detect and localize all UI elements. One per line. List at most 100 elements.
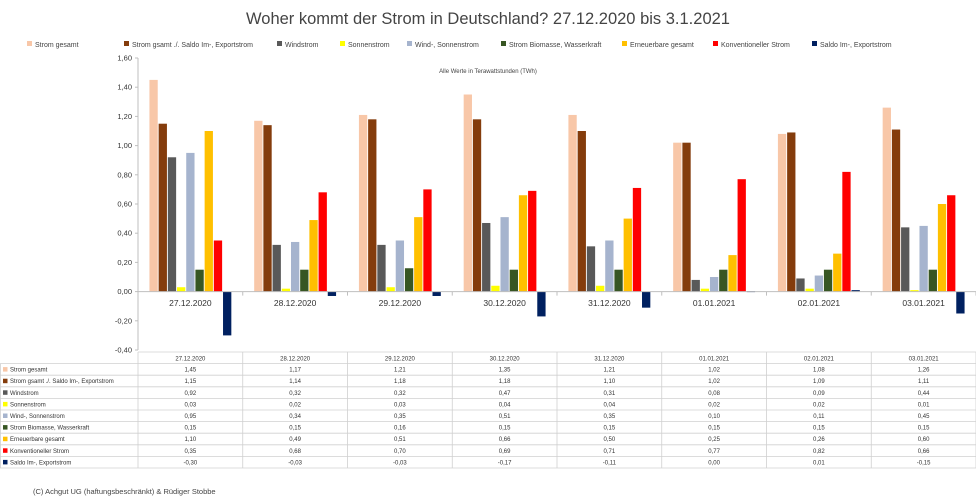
table-value-cell: 1,02 <box>708 379 720 385</box>
table-value-cell: 0,03 <box>394 402 406 408</box>
y-tick-label: 0,00 <box>117 287 132 296</box>
chart-annotation: Alle Werte in Terawattstunden (TWh) <box>439 69 537 75</box>
table-value-cell: 0,71 <box>604 449 616 455</box>
table-value-cell: 1,17 <box>289 368 301 374</box>
table-value-cell: 0,82 <box>813 449 825 455</box>
bar <box>891 129 901 292</box>
bar <box>537 291 546 317</box>
y-tick-label: 0,80 <box>117 170 132 179</box>
table-header-cell: 30.12.2020 <box>490 357 521 363</box>
y-tick-label: 1,00 <box>117 141 132 150</box>
table-value-cell: 1,35 <box>499 368 511 374</box>
bar <box>281 288 291 292</box>
table-value-cell: 0,15 <box>185 426 197 432</box>
legend-label: Strom gesamt <box>35 42 79 49</box>
table-series-label: Saldo Im-, Exportstrom <box>10 460 71 466</box>
bar <box>368 119 377 292</box>
bar <box>300 269 309 292</box>
table-value-cell: 1,02 <box>708 368 720 374</box>
table-value-cell: 0,10 <box>708 414 720 420</box>
bar <box>919 225 928 292</box>
bar <box>910 290 919 292</box>
bar <box>737 179 746 292</box>
table-value-cell: -0,03 <box>393 460 407 466</box>
bar <box>149 79 158 292</box>
bar <box>386 287 395 292</box>
table-value-cell: 0,02 <box>708 402 720 408</box>
table-value-cell: 0,70 <box>394 449 406 455</box>
table-value-cell: -0,17 <box>498 460 512 466</box>
bar <box>404 268 414 292</box>
legend-swatch <box>407 41 412 46</box>
table-value-cell: 1,21 <box>604 368 616 374</box>
bar <box>596 285 605 292</box>
table-value-cell: 0,15 <box>708 426 720 432</box>
table-value-cell: 0,51 <box>394 437 406 443</box>
bar <box>901 227 910 292</box>
table-legend-key <box>3 390 8 395</box>
table-value-cell: 1,10 <box>185 437 197 443</box>
bar <box>204 131 213 292</box>
bar <box>719 269 728 292</box>
table-value-cell: 0,15 <box>499 426 511 432</box>
legend-item: Sonnenstrom <box>340 41 390 51</box>
table-value-cell: 0,15 <box>289 426 301 432</box>
table-value-cell: 0,26 <box>813 437 825 443</box>
legend-item: Strom gsamt ./. Saldo Im-, Exportstrom <box>124 41 253 51</box>
bar <box>787 132 796 292</box>
table-value-cell: 0,47 <box>499 391 511 397</box>
legend-swatch <box>501 41 506 46</box>
table-series-label: Strom Biomasse, Wasserkraft <box>10 426 89 432</box>
table-legend-key <box>3 367 8 372</box>
table-legend-key <box>3 459 8 465</box>
bar <box>309 220 318 292</box>
legend-item: Saldo Im-, Exportstrom <box>812 41 892 51</box>
table-value-cell: 0,15 <box>918 426 930 432</box>
bar <box>682 142 691 292</box>
bar <box>358 114 368 292</box>
table-header-cell: 27.12.2020 <box>175 357 206 363</box>
bar <box>167 157 177 292</box>
bar <box>642 291 651 308</box>
table-value-cell: 1,18 <box>499 379 511 385</box>
table-value-cell: 0,50 <box>604 437 616 443</box>
table-value-cell: 0,02 <box>813 402 825 408</box>
bar <box>223 291 232 336</box>
table-value-cell: 0,60 <box>918 437 930 443</box>
table-series-label: Strom gesamt <box>10 368 48 374</box>
bar <box>805 288 814 292</box>
table-value-cell: 0,35 <box>604 414 616 420</box>
table-value-cell: -0,30 <box>184 460 198 466</box>
bar <box>777 133 787 292</box>
bar <box>632 187 642 292</box>
table-value-cell: 0,11 <box>813 414 825 420</box>
legend-item: Strom gesamt <box>27 41 79 51</box>
bar <box>472 119 482 292</box>
bar <box>414 217 423 292</box>
bar <box>833 253 842 292</box>
bar <box>177 287 186 292</box>
table-value-cell: 1,10 <box>604 379 616 385</box>
table-value-cell: 0,31 <box>604 391 616 397</box>
bar <box>586 246 596 292</box>
legend-swatch <box>124 41 129 46</box>
table-value-cell: 0,51 <box>499 414 511 420</box>
table-value-cell: 0,15 <box>813 426 825 432</box>
table-value-cell: 0,16 <box>394 426 406 432</box>
table-legend-key <box>3 378 8 384</box>
table-value-cell: 0,35 <box>185 449 197 455</box>
bar <box>937 204 947 292</box>
table-value-cell: 0,32 <box>394 391 406 397</box>
table-series-label: Windstrom <box>10 391 39 397</box>
bar <box>158 123 167 292</box>
bar <box>395 240 405 292</box>
table-series-label: Erneuerbare gesamt <box>10 437 65 443</box>
bar <box>327 291 337 296</box>
y-tick-label: 1,60 <box>117 54 132 63</box>
bar <box>605 240 614 292</box>
bar <box>186 152 195 292</box>
table-legend-key <box>3 436 8 442</box>
table-legend-key <box>3 425 8 430</box>
bar <box>823 269 833 292</box>
